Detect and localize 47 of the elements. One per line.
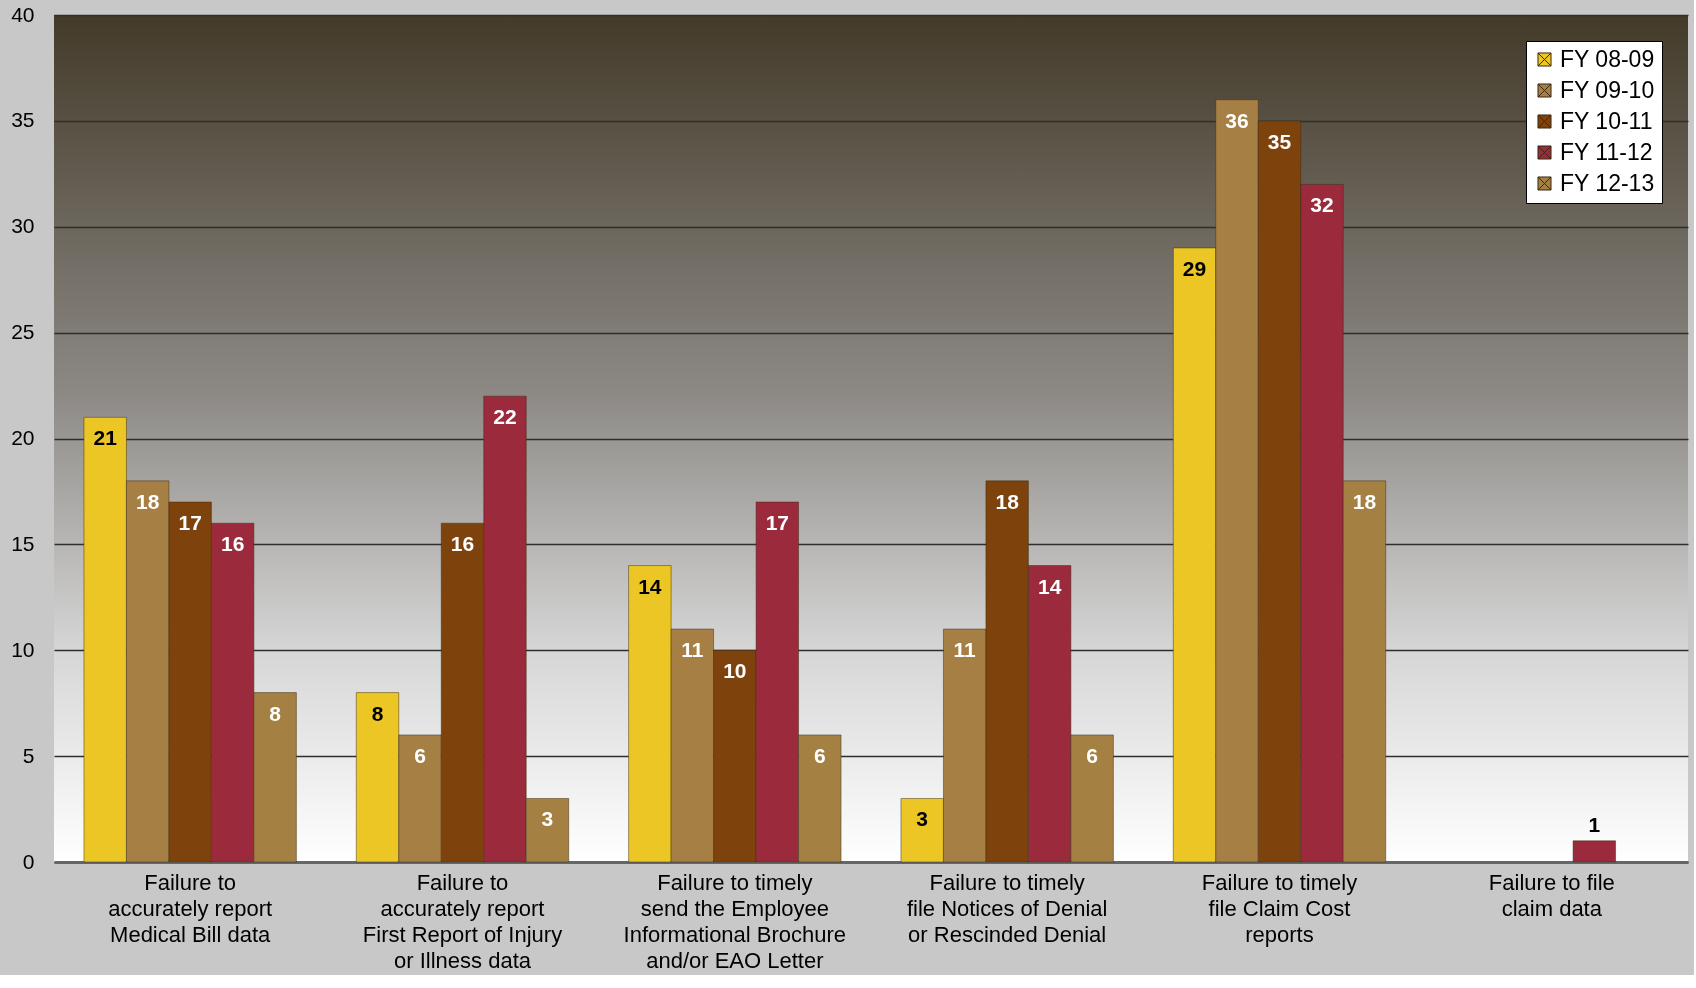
data-label: 10	[723, 659, 747, 683]
data-label: 36	[1225, 108, 1249, 132]
y-tick-label: 40	[11, 2, 35, 26]
legend-label: FY 10-11	[1560, 107, 1653, 134]
legend-label: FY 09-10	[1560, 76, 1655, 103]
data-label: 18	[136, 489, 160, 513]
data-label: 14	[638, 574, 662, 598]
legend-label: FY 08-09	[1560, 45, 1655, 72]
data-label: 18	[995, 489, 1020, 513]
data-label: 16	[450, 532, 475, 556]
y-tick-label: 20	[11, 426, 35, 449]
data-label: 3	[916, 807, 929, 831]
y-tick-label: 0	[22, 849, 35, 873]
x-tick-label: Failure to timely file Notices of Denial or Rescinded Denial	[906, 869, 1108, 947]
data-label: 1	[1588, 812, 1601, 836]
y-tick-label: 5	[22, 743, 35, 767]
data-label: 21	[93, 426, 118, 450]
data-label: 6	[813, 743, 826, 767]
y-tick-label: 15	[11, 531, 35, 555]
y-tick-label: 30	[11, 214, 35, 238]
bar	[1572, 840, 1616, 863]
data-label: 17	[765, 511, 789, 535]
x-tick-label: Failure to timely file Claim Cost reports	[1201, 869, 1358, 947]
data-label: 11	[953, 638, 977, 662]
data-label: 8	[269, 701, 282, 725]
y-tick-label: 25	[11, 320, 35, 344]
y-tick-label: 35	[11, 108, 35, 132]
data-label: 3	[541, 807, 554, 831]
data-label: 6	[1086, 743, 1098, 767]
data-label: 32	[1310, 193, 1334, 217]
x-tick-label: Failure to accurately report First Report of Injury or Illness data	[362, 869, 563, 973]
data-label: 14	[1037, 574, 1062, 598]
data-label: 22	[493, 405, 517, 429]
data-label: 8	[371, 701, 384, 725]
legend-label: FY 12-13	[1560, 169, 1655, 196]
data-label: 17	[178, 511, 202, 535]
data-label: 29	[1182, 256, 1207, 280]
y-tick-label: 10	[11, 637, 35, 661]
x-tick-label: Failure to accurately report Medical Bill data	[108, 869, 273, 947]
data-label: 18	[1352, 489, 1377, 513]
legend-label: FY 11-12	[1560, 138, 1653, 165]
data-label: 6	[414, 743, 426, 767]
data-label: 11	[681, 638, 704, 662]
data-label: 35	[1267, 129, 1292, 153]
data-label: 16	[220, 532, 245, 556]
x-tick-label: Failure to timely send the Employee Informational Brochure and/or EAO Letter	[623, 869, 847, 973]
x-tick-label: Failure to file claim data	[1488, 869, 1615, 921]
